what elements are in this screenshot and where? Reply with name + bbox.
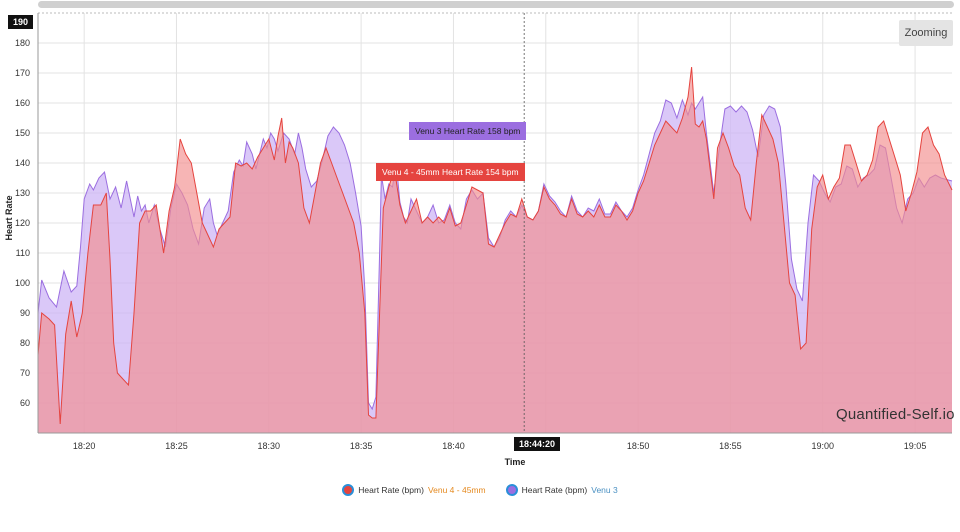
x-tick-label: 18:30 — [258, 441, 281, 451]
y-tick-label: 180 — [15, 38, 30, 48]
legend-marker-venu3 — [505, 484, 518, 496]
tooltip-venu4: Venu 4 - 45mm Heart Rate 154 bpm — [376, 163, 525, 181]
y-tick-label: 70 — [20, 368, 30, 378]
x-tick-label: 19:05 — [904, 441, 927, 451]
y-tick-label: 150 — [15, 128, 30, 138]
legend-label-venu3: Heart Rate (bpm) — [521, 485, 588, 495]
crosshair-y-label: 190 — [8, 15, 34, 29]
y-tick-label: 140 — [15, 158, 30, 168]
legend-marker-venu4 — [342, 484, 355, 496]
y-tick-label: 90 — [20, 308, 30, 318]
x-axis-title: Time — [505, 457, 526, 467]
y-tick-label: 160 — [15, 98, 30, 108]
series-area — [38, 67, 952, 433]
zooming-button[interactable]: Zooming — [899, 20, 953, 46]
y-axis-title: Heart Rate — [4, 195, 14, 240]
y-tick-label: 170 — [15, 68, 30, 78]
legend-label-venu4: Heart Rate (bpm) — [358, 485, 424, 495]
heart-rate-chart[interactable]: 60 70 80 90 100 110 120 130 140 150 160 170 180 18:20… — [0, 0, 960, 470]
y-tick-label: 60 — [20, 398, 30, 408]
y-tick-label: 80 — [20, 338, 30, 348]
legend-device-venu3: Venu 3 — [591, 485, 618, 495]
x-tick-label: 19:00 — [811, 441, 834, 451]
x-tick-label: 18:40 — [442, 441, 465, 451]
y-tick-label: 130 — [15, 188, 30, 198]
y-tick-label: 120 — [15, 218, 30, 228]
x-tick-label: 18:50 — [627, 441, 650, 451]
x-tick-label: 18:35 — [350, 441, 373, 451]
series-line — [37, 66, 953, 425]
x-tick-label: 18:20 — [73, 441, 96, 451]
tooltip-venu3: Venu 3 Heart Rate 158 bpm — [409, 122, 527, 140]
y-tick-label: 100 — [15, 278, 30, 288]
crosshair-x-label: 18:44:20 — [514, 437, 561, 451]
legend-item-venu3[interactable]: Heart Rate (bpm) Venu 3 — [505, 484, 618, 496]
y-tick-label: 110 — [16, 248, 30, 258]
chart-legend: Heart Rate (bpm) Venu 4 - 45mm Heart Rat… — [0, 484, 960, 496]
legend-device-venu4: Venu 4 - 45mm — [427, 485, 486, 495]
legend-item-venu4[interactable]: Heart Rate (bpm) Venu 4 - 45mm — [342, 484, 486, 496]
x-tick-label: 18:25 — [165, 441, 188, 451]
chart-scrollbar[interactable] — [38, 1, 954, 8]
x-tick-label: 18:55 — [719, 441, 742, 451]
watermark-text: Quantified-Self.io — [836, 406, 955, 423]
